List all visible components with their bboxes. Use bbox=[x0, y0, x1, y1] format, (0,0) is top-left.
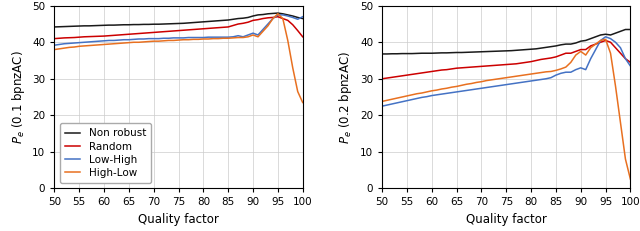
High-Low bbox=[229, 36, 237, 39]
Non robust bbox=[557, 43, 564, 46]
High-Low bbox=[214, 37, 222, 40]
High-Low bbox=[557, 67, 564, 70]
Low-High bbox=[214, 36, 222, 39]
Line: Random: Random bbox=[382, 40, 630, 79]
Random bbox=[557, 54, 564, 56]
Low-High bbox=[294, 18, 301, 21]
High-Low bbox=[602, 38, 609, 41]
Non robust bbox=[458, 51, 465, 54]
High-Low bbox=[621, 158, 629, 161]
Non robust bbox=[299, 17, 307, 20]
Legend: Non robust, Random, Low-High, High-Low: Non robust, Random, Low-High, High-Low bbox=[60, 123, 151, 183]
Non robust bbox=[294, 16, 301, 19]
Random bbox=[542, 57, 550, 60]
Low-High bbox=[274, 13, 282, 16]
Line: Random: Random bbox=[54, 17, 303, 39]
Random bbox=[125, 33, 132, 36]
Random bbox=[274, 15, 282, 18]
Non robust bbox=[274, 12, 282, 15]
Random bbox=[627, 61, 634, 64]
Random bbox=[433, 69, 440, 72]
High-Low bbox=[452, 85, 460, 88]
Low-High bbox=[621, 57, 629, 60]
Low-High bbox=[229, 35, 237, 38]
High-Low bbox=[627, 178, 634, 181]
Low-High bbox=[602, 35, 609, 38]
Low-High bbox=[557, 72, 564, 75]
Non robust bbox=[125, 23, 132, 26]
Non robust bbox=[452, 51, 460, 54]
High-Low bbox=[542, 70, 550, 73]
Low-High bbox=[130, 38, 138, 41]
Y-axis label: $P_e$ (0.2 bpnzAC): $P_e$ (0.2 bpnzAC) bbox=[337, 51, 355, 143]
Random bbox=[299, 35, 307, 38]
Low-High bbox=[433, 94, 440, 96]
Line: High-Low: High-Low bbox=[54, 14, 303, 103]
Line: Low-High: Low-High bbox=[382, 37, 630, 106]
Random bbox=[105, 34, 113, 37]
Low-High bbox=[458, 90, 465, 93]
Low-High bbox=[299, 15, 307, 18]
Line: Non robust: Non robust bbox=[382, 30, 630, 54]
Random bbox=[294, 29, 301, 32]
Random bbox=[130, 33, 138, 35]
High-Low bbox=[51, 48, 58, 51]
Random bbox=[229, 24, 237, 27]
Random bbox=[458, 67, 465, 69]
Random bbox=[452, 67, 460, 70]
Low-High bbox=[105, 39, 113, 42]
X-axis label: Quality factor: Quality factor bbox=[138, 213, 219, 226]
High-Low bbox=[378, 100, 386, 103]
Y-axis label: $P_e$ (0.1 bpnzAC): $P_e$ (0.1 bpnzAC) bbox=[10, 50, 27, 144]
High-Low bbox=[274, 12, 282, 15]
Random bbox=[378, 77, 386, 80]
Non robust bbox=[616, 30, 624, 33]
High-Low bbox=[130, 41, 138, 44]
Non robust bbox=[105, 24, 113, 27]
Low-High bbox=[125, 38, 132, 41]
Non robust bbox=[378, 53, 386, 55]
Low-High bbox=[627, 65, 634, 67]
Non robust bbox=[627, 28, 634, 31]
High-Low bbox=[105, 43, 113, 46]
High-Low bbox=[433, 89, 440, 91]
Random bbox=[621, 57, 629, 60]
High-Low bbox=[125, 41, 132, 44]
Low-High bbox=[452, 91, 460, 93]
Non robust bbox=[214, 19, 222, 22]
High-Low bbox=[294, 90, 301, 93]
Low-High bbox=[542, 77, 550, 80]
Line: High-Low: High-Low bbox=[382, 39, 630, 179]
Line: Non robust: Non robust bbox=[54, 13, 303, 27]
Non robust bbox=[51, 26, 58, 28]
High-Low bbox=[299, 101, 307, 104]
Non robust bbox=[542, 46, 550, 49]
Low-High bbox=[378, 105, 386, 108]
Random bbox=[602, 39, 609, 42]
X-axis label: Quality factor: Quality factor bbox=[466, 213, 547, 226]
Non robust bbox=[229, 18, 237, 21]
Random bbox=[51, 37, 58, 40]
Non robust bbox=[130, 23, 138, 26]
Low-High bbox=[51, 44, 58, 47]
Line: Low-High: Low-High bbox=[54, 15, 303, 45]
Random bbox=[214, 26, 222, 29]
High-Low bbox=[458, 84, 465, 87]
Non robust bbox=[621, 28, 629, 31]
Non robust bbox=[433, 52, 440, 55]
